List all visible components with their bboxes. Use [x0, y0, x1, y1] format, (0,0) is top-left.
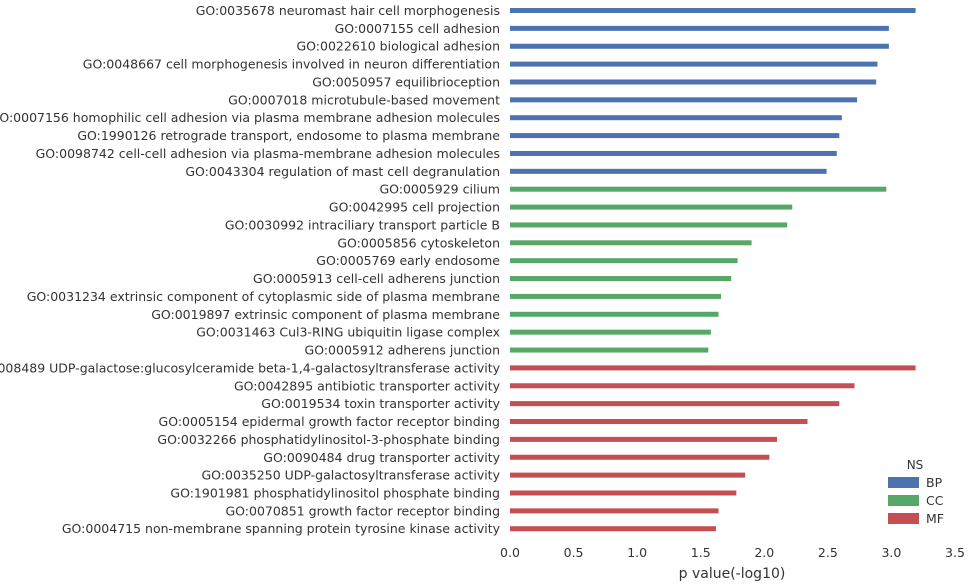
x-tick-label: 0.0 — [500, 545, 520, 560]
legend: NS BP CC MF — [888, 458, 944, 526]
category-labels: GO:0035678 neuromast hair cell morphogen… — [0, 3, 501, 536]
bar-30 — [510, 526, 716, 532]
category-label-20: GO:0005912 adherens junction — [305, 343, 500, 358]
bar-28 — [510, 490, 737, 496]
bar-4 — [510, 61, 878, 67]
category-label-23: GO:0019534 toxin transporter activity — [261, 396, 500, 411]
bar-25 — [510, 436, 777, 442]
category-label-29: GO:0070851 growth factor receptor bindin… — [225, 503, 500, 518]
category-label-17: GO:0031234 extrinsic component of cytopl… — [27, 289, 501, 304]
category-label-3: GO:0022610 biological adhesion — [297, 39, 501, 54]
bar-5 — [510, 79, 877, 85]
x-tick-label: 3.0 — [881, 545, 901, 560]
bar-6 — [510, 97, 858, 103]
x-tick-label: 2.0 — [754, 545, 774, 560]
x-tick-label: 0.5 — [564, 545, 584, 560]
category-label-7: GO:0007156 homophilic cell adhesion via … — [0, 110, 500, 125]
bar-8 — [510, 133, 840, 139]
legend-label-bp: BP — [926, 475, 943, 490]
legend-label-mf: MF — [926, 511, 944, 526]
legend-swatch-cc — [888, 495, 919, 506]
category-label-25: GO:0032266 phosphatidylinositol-3-phosph… — [157, 432, 500, 447]
category-label-5: GO:0050957 equilibrioception — [312, 74, 500, 89]
legend-title: NS — [907, 458, 924, 472]
x-tick-label: 1.5 — [691, 545, 711, 560]
category-label-11: GO:0005929 cilium — [379, 182, 500, 197]
bar-19 — [510, 329, 711, 335]
category-label-10: GO:0043304 regulation of mast cell degra… — [185, 164, 500, 179]
category-label-16: GO:0005913 cell-cell adherens junction — [253, 271, 500, 286]
bar-24 — [510, 419, 808, 425]
bar-22 — [510, 383, 855, 389]
category-label-21: GO:0008489 UDP-galactose:glucosylceramid… — [0, 360, 501, 375]
x-tick-label: 3.5 — [945, 545, 965, 560]
bar-12 — [510, 204, 793, 210]
bar-7 — [510, 115, 842, 121]
x-tick-label: 2.5 — [818, 545, 838, 560]
bar-11 — [510, 186, 887, 192]
x-tick-label: 1.0 — [627, 545, 647, 560]
bar-16 — [510, 276, 732, 282]
legend-swatch-bp — [888, 477, 919, 488]
category-label-13: GO:0030992 intraciliary transport partic… — [225, 217, 500, 232]
bar-20 — [510, 347, 709, 353]
category-label-8: GO:1990126 retrograde transport, endosom… — [77, 128, 500, 143]
bar-3 — [510, 43, 889, 49]
x-axis-ticks: 0.0 0.5 1.0 1.5 2.0 2.5 3.0 3.5 — [500, 545, 965, 560]
bar-10 — [510, 168, 827, 174]
category-label-15: GO:0005769 early endosome — [316, 253, 500, 268]
bar-26 — [510, 454, 770, 460]
category-label-30: GO:0004715 non-membrane spanning protein… — [62, 521, 501, 536]
category-label-22: GO:0042895 antibiotic transporter activi… — [234, 378, 501, 393]
category-label-24: GO:0005154 epidermal growth factor recep… — [159, 414, 500, 429]
category-label-26: GO:0090484 drug transporter activity — [263, 450, 500, 465]
bar-1 — [510, 8, 916, 13]
bar-29 — [510, 508, 719, 514]
legend-label-cc: CC — [926, 493, 944, 508]
bar-9 — [510, 150, 837, 156]
bar-18 — [510, 311, 719, 317]
category-label-27: GO:0035250 UDP-galactosyltransferase act… — [201, 468, 500, 483]
category-label-19: GO:0031463 Cul3-RING ubiquitin ligase co… — [196, 325, 500, 340]
category-label-28: GO:1901981 phosphatidylinositol phosphat… — [170, 485, 500, 500]
category-label-4: GO:0048667 cell morphogenesis involved i… — [83, 57, 500, 72]
category-label-14: GO:0005856 cytoskeleton — [337, 235, 500, 250]
bar-13 — [510, 222, 788, 228]
bar-15 — [510, 258, 738, 264]
category-label-6: GO:0007018 microtubule-based movement — [228, 92, 500, 107]
legend-swatch-mf — [888, 513, 919, 524]
category-label-9: GO:0098742 cell-cell adhesion via plasma… — [36, 146, 500, 161]
bar-21 — [510, 365, 916, 371]
bar-14 — [510, 240, 752, 246]
bar-17 — [510, 293, 722, 299]
x-axis-label: p value(-log10) — [679, 566, 786, 582]
category-label-2: GO:0007155 cell adhesion — [335, 21, 500, 36]
bar-27 — [510, 472, 746, 478]
bars-group — [510, 8, 916, 532]
category-label-1: GO:0035678 neuromast hair cell morphogen… — [196, 3, 500, 18]
category-label-12: GO:0042995 cell projection — [329, 200, 500, 215]
bar-2 — [510, 25, 889, 31]
bar-23 — [510, 401, 840, 407]
category-label-18: GO:0019897 extrinsic component of plasma… — [151, 307, 500, 322]
